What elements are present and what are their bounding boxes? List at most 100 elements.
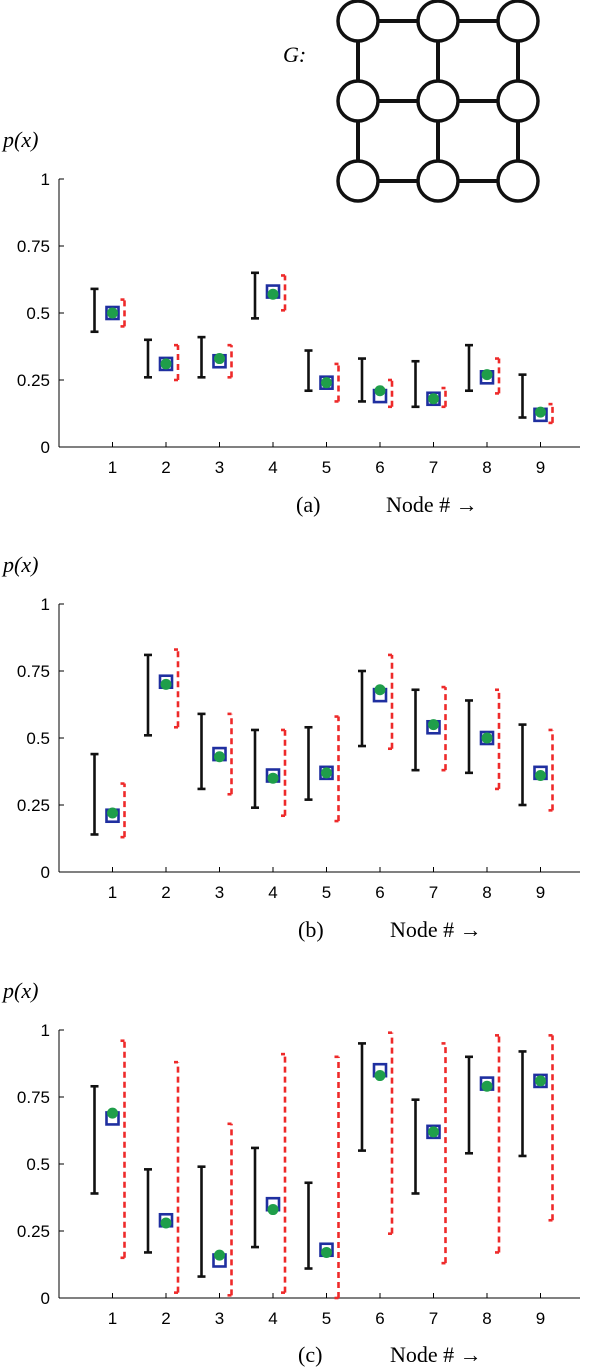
x-tick-label: 1 bbox=[108, 1309, 117, 1328]
panel-b: p(x) (b) Node # → 0 0.25 0.5 0.75 1 1 2 3 4 5 6 7 8 9 bbox=[1, 552, 580, 942]
black-interval bbox=[304, 1181, 313, 1270]
x-tick-label: 3 bbox=[215, 883, 224, 902]
red-interval bbox=[281, 1052, 287, 1294]
xlabel-b: Node # → bbox=[390, 917, 482, 942]
red-interval bbox=[441, 386, 447, 409]
circle-marker bbox=[107, 1107, 118, 1119]
graph-node bbox=[416, 0, 460, 43]
y-tick-label: 0.75 bbox=[17, 662, 50, 681]
x-tick-label: 7 bbox=[429, 458, 438, 477]
circle-marker bbox=[481, 732, 493, 744]
black-interval bbox=[197, 335, 206, 379]
circle-marker bbox=[214, 353, 225, 365]
graph-node bbox=[496, 0, 540, 43]
y-tick-label: 0 bbox=[41, 438, 50, 457]
ylabel-a: p(x) bbox=[1, 127, 38, 152]
y-tick-label: 0 bbox=[41, 863, 50, 882]
graph-node bbox=[336, 79, 380, 123]
circle-marker bbox=[535, 1075, 546, 1087]
red-interval bbox=[388, 1031, 394, 1235]
circle-marker bbox=[214, 1249, 225, 1261]
x-tick-label: 5 bbox=[322, 883, 331, 902]
circle-marker bbox=[535, 770, 546, 782]
black-interval bbox=[144, 338, 152, 379]
black-interval bbox=[411, 688, 420, 772]
y-tick-label: 0.5 bbox=[26, 304, 50, 323]
black-interval bbox=[304, 349, 313, 393]
x-tick-label: 6 bbox=[375, 458, 384, 477]
graph-node bbox=[416, 79, 460, 123]
circle-marker bbox=[481, 1080, 493, 1092]
black-interval bbox=[518, 1050, 527, 1158]
red-interval bbox=[227, 343, 233, 379]
circle-marker bbox=[321, 377, 332, 389]
graph-node bbox=[336, 159, 380, 203]
black-interval bbox=[358, 1042, 366, 1152]
black-interval bbox=[144, 1168, 152, 1254]
red-interval bbox=[441, 685, 447, 772]
circle-marker bbox=[214, 751, 225, 763]
red-interval bbox=[174, 1060, 180, 1294]
red-interval bbox=[334, 1055, 340, 1300]
black-interval bbox=[197, 1165, 206, 1278]
graph-node bbox=[496, 79, 540, 123]
black-interval bbox=[251, 271, 259, 320]
red-interval bbox=[495, 1034, 501, 1254]
black-interval bbox=[251, 728, 259, 809]
circle-marker bbox=[535, 406, 546, 418]
graph-label: G: bbox=[283, 42, 306, 67]
x-tick-label: 3 bbox=[215, 1309, 224, 1328]
circle-marker bbox=[321, 767, 332, 779]
red-interval bbox=[441, 1042, 447, 1265]
x-tick-label: 1 bbox=[108, 883, 117, 902]
circle-marker bbox=[160, 1217, 172, 1229]
black-interval bbox=[304, 725, 313, 801]
x-tick-label: 6 bbox=[375, 883, 384, 902]
x-tick-label: 7 bbox=[429, 1309, 438, 1328]
x-tick-label: 9 bbox=[536, 883, 545, 902]
circle-marker bbox=[428, 719, 439, 731]
black-interval bbox=[358, 669, 366, 748]
y-tick-label: 0.25 bbox=[17, 796, 50, 815]
red-interval bbox=[120, 298, 126, 328]
red-interval bbox=[174, 343, 180, 382]
black-interval bbox=[518, 723, 527, 807]
x-tick-label: 5 bbox=[322, 1309, 331, 1328]
graph-diagram: G: bbox=[283, 0, 540, 203]
ylabel-c: p(x) bbox=[1, 978, 38, 1003]
black-interval bbox=[90, 752, 99, 836]
caption-a: (a) bbox=[296, 492, 320, 517]
x-tick-label: 8 bbox=[482, 458, 491, 477]
graph-node bbox=[416, 159, 460, 203]
x-tick-label: 3 bbox=[215, 458, 224, 477]
caption-c: (c) bbox=[298, 1342, 322, 1367]
caption-b: (b) bbox=[298, 917, 324, 942]
x-tick-label: 1 bbox=[108, 458, 117, 477]
y-tick-label: 0 bbox=[41, 1289, 50, 1308]
y-tick-label: 1 bbox=[41, 595, 50, 614]
x-tick-label: 4 bbox=[268, 1309, 277, 1328]
y-tick-label: 0.5 bbox=[26, 1155, 50, 1174]
x-tick-label: 8 bbox=[482, 883, 491, 902]
black-interval bbox=[518, 373, 527, 419]
circle-marker bbox=[160, 678, 172, 690]
y-tick-label: 1 bbox=[41, 1021, 50, 1040]
circle-marker bbox=[428, 1126, 439, 1138]
y-tick-label: 0.75 bbox=[17, 1088, 50, 1107]
panel-a: p(x) (a) Node # → 0 0.25 0.5 0.75 1 1 2 3 4 5 6 7 8 9 bbox=[1, 127, 580, 517]
red-interval bbox=[495, 688, 501, 791]
black-interval bbox=[465, 699, 473, 775]
y-tick-label: 1 bbox=[41, 170, 50, 189]
circle-marker bbox=[428, 393, 439, 405]
x-tick-label: 6 bbox=[375, 1309, 384, 1328]
x-tick-label: 4 bbox=[268, 458, 277, 477]
black-interval bbox=[465, 1055, 473, 1155]
black-interval bbox=[197, 712, 206, 791]
circle-marker bbox=[321, 1246, 332, 1258]
black-interval bbox=[251, 1146, 259, 1249]
graph-nodes bbox=[336, 0, 540, 203]
circle-marker bbox=[267, 1204, 279, 1216]
red-interval bbox=[495, 357, 501, 395]
x-tick-label: 5 bbox=[322, 458, 331, 477]
